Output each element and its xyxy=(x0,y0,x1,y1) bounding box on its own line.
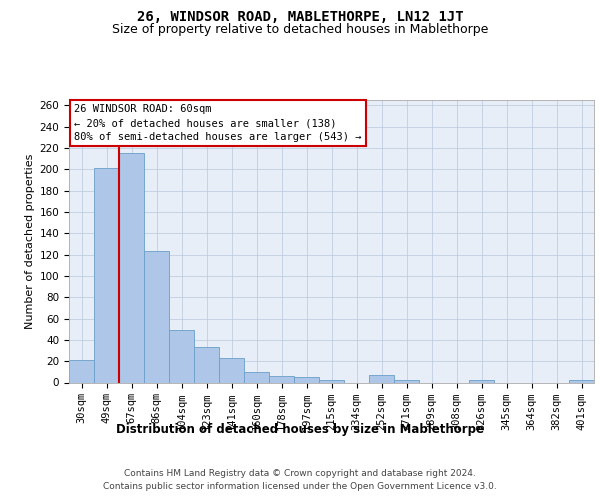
Bar xyxy=(369,375,394,382)
Bar xyxy=(219,358,244,382)
Bar xyxy=(319,380,344,382)
Bar xyxy=(469,380,494,382)
Y-axis label: Number of detached properties: Number of detached properties xyxy=(25,154,35,329)
Text: Size of property relative to detached houses in Mablethorpe: Size of property relative to detached ho… xyxy=(112,24,488,36)
Text: Distribution of detached houses by size in Mablethorpe: Distribution of detached houses by size … xyxy=(116,422,484,436)
Text: 26, WINDSOR ROAD, MABLETHORPE, LN12 1JT: 26, WINDSOR ROAD, MABLETHORPE, LN12 1JT xyxy=(137,10,463,24)
Bar xyxy=(169,330,194,382)
Bar xyxy=(94,168,119,382)
Bar xyxy=(144,252,169,382)
Bar xyxy=(569,380,594,382)
Text: Contains HM Land Registry data © Crown copyright and database right 2024.: Contains HM Land Registry data © Crown c… xyxy=(124,469,476,478)
Text: 26 WINDSOR ROAD: 60sqm
← 20% of detached houses are smaller (138)
80% of semi-de: 26 WINDSOR ROAD: 60sqm ← 20% of detached… xyxy=(74,104,362,142)
Bar xyxy=(294,377,319,382)
Text: Contains public sector information licensed under the Open Government Licence v3: Contains public sector information licen… xyxy=(103,482,497,491)
Bar xyxy=(119,154,144,382)
Bar xyxy=(194,348,219,382)
Bar xyxy=(244,372,269,382)
Bar xyxy=(394,380,419,382)
Bar xyxy=(69,360,94,382)
Bar xyxy=(269,376,294,382)
